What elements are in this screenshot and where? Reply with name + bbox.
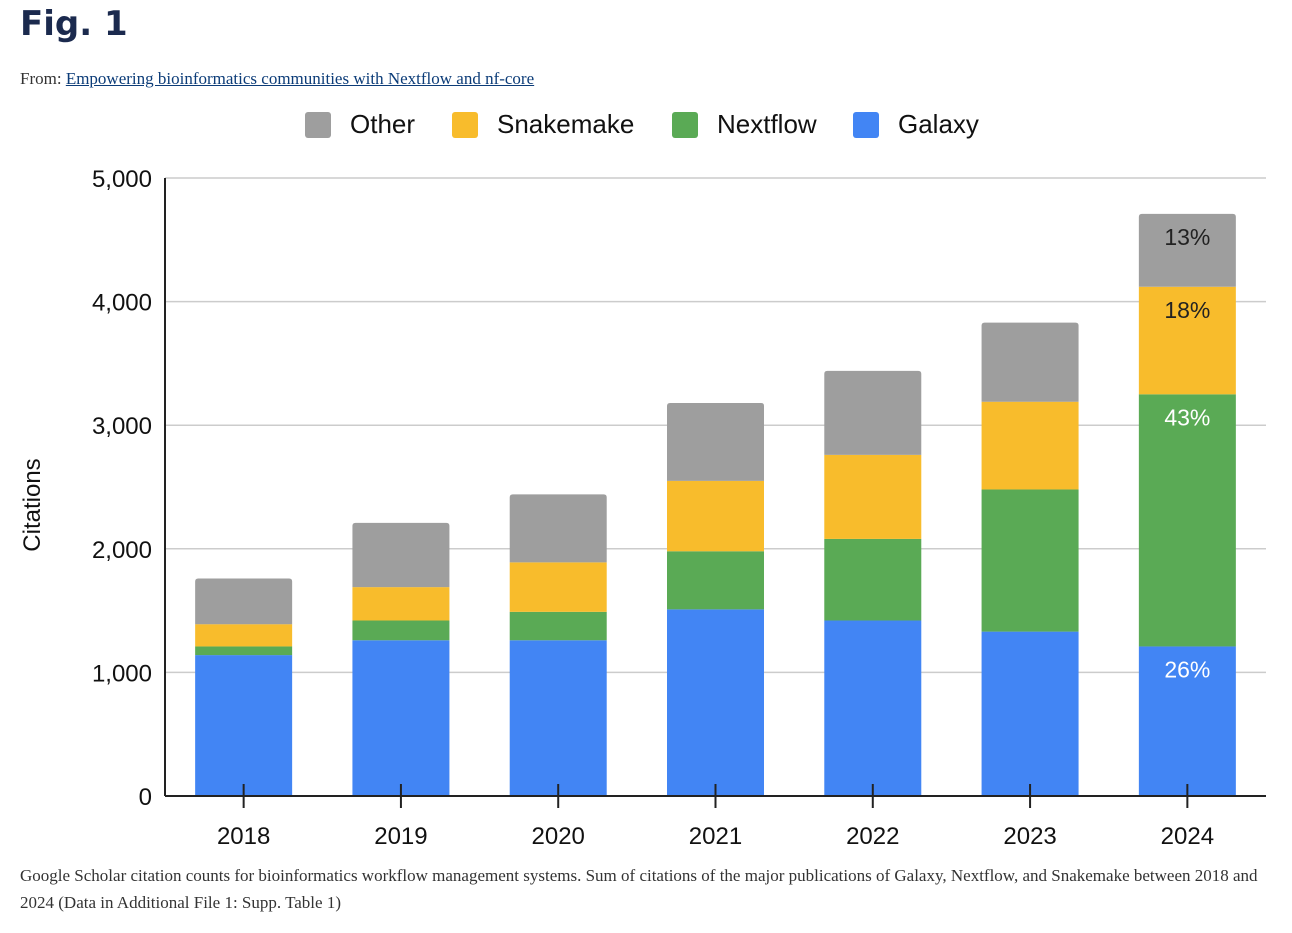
x-tick-label: 2018 bbox=[217, 823, 270, 850]
bar-galaxy-2020 bbox=[509, 640, 607, 796]
bar-nextflow-2023 bbox=[981, 489, 1079, 632]
legend-label-galaxy: Galaxy bbox=[898, 109, 979, 139]
legend-swatch-galaxy bbox=[853, 112, 879, 138]
bar-snakemake-2024 bbox=[1138, 286, 1236, 395]
bar-nextflow-2021 bbox=[667, 551, 764, 610]
legend-label-snakemake: Snakemake bbox=[497, 109, 634, 139]
bar-other-2023 bbox=[981, 322, 1079, 402]
data-label-galaxy-2024: 26% bbox=[1164, 656, 1210, 682]
figure-caption: Google Scholar citation counts for bioin… bbox=[20, 866, 1258, 912]
bar-galaxy-2024 bbox=[1138, 646, 1236, 796]
bar-galaxy-2019 bbox=[352, 640, 450, 796]
legend-swatch-nextflow bbox=[672, 112, 698, 138]
legend-label-other: Other bbox=[350, 109, 415, 139]
bar-galaxy-2018 bbox=[195, 655, 293, 796]
x-tick-label: 2023 bbox=[1003, 823, 1056, 850]
y-tick-label: 4,000 bbox=[92, 290, 152, 317]
x-tick-label: 2019 bbox=[374, 823, 427, 850]
bar-nextflow-2019 bbox=[352, 620, 450, 641]
bar-nextflow-2020 bbox=[509, 611, 607, 641]
bar-other-2019 bbox=[352, 522, 450, 588]
bar-other-2022 bbox=[824, 370, 922, 455]
x-tick-label: 2024 bbox=[1161, 823, 1214, 850]
data-label-snakemake-2024: 18% bbox=[1164, 297, 1210, 323]
x-tick-label: 2022 bbox=[846, 823, 899, 850]
y-axis-label: Citations bbox=[19, 458, 46, 551]
axes: 0 1,000 2,000 3,000 4,000 5,000 2018 2019 2020 20… bbox=[92, 166, 1266, 850]
x-tick-label: 2020 bbox=[532, 823, 585, 850]
y-tick-label: 0 bbox=[139, 784, 152, 811]
bar-other-2021 bbox=[667, 402, 764, 481]
x-tick-label: 2021 bbox=[689, 823, 742, 850]
data-labels: 26% 43% 18% 13% bbox=[1164, 224, 1210, 683]
data-label-nextflow-2024: 43% bbox=[1164, 404, 1210, 430]
bar-snakemake-2021 bbox=[667, 480, 764, 552]
source-line: From: Empowering bioinformatics communit… bbox=[20, 69, 534, 89]
legend: Other Snakemake Nextflow Galaxy bbox=[305, 109, 979, 139]
data-label-other-2024: 13% bbox=[1164, 224, 1210, 250]
bar-nextflow-2022 bbox=[824, 538, 922, 621]
legend-swatch-other bbox=[305, 112, 331, 138]
bar-snakemake-2023 bbox=[981, 401, 1079, 490]
legend-label-nextflow: Nextflow bbox=[717, 109, 817, 139]
bar-other-2024 bbox=[1138, 213, 1236, 287]
bars bbox=[195, 213, 1236, 796]
y-tick-label: 1,000 bbox=[92, 660, 152, 687]
bar-nextflow-2018 bbox=[195, 646, 293, 656]
y-tick-label: 3,000 bbox=[92, 413, 152, 440]
legend-swatch-snakemake bbox=[452, 112, 478, 138]
y-tick-label: 2,000 bbox=[92, 537, 152, 564]
bar-snakemake-2018 bbox=[195, 624, 293, 647]
bar-other-2018 bbox=[195, 578, 293, 625]
source-article-link[interactable]: Empowering bioinformatics communities wi… bbox=[65, 69, 535, 88]
bar-galaxy-2023 bbox=[981, 631, 1079, 796]
y-tick-label: 5,000 bbox=[92, 166, 152, 193]
bar-galaxy-2021 bbox=[667, 609, 764, 796]
figure-title: Fig. 1 bbox=[20, 4, 128, 44]
source-label: From: bbox=[20, 69, 62, 88]
bar-galaxy-2022 bbox=[824, 620, 922, 796]
bar-nextflow-2024 bbox=[1138, 394, 1236, 647]
bar-snakemake-2020 bbox=[509, 562, 607, 612]
bar-snakemake-2019 bbox=[352, 587, 450, 621]
bar-snakemake-2022 bbox=[824, 454, 922, 539]
bar-other-2020 bbox=[509, 494, 607, 563]
stacked-bar-chart: 0 1,000 2,000 3,000 4,000 5,000 2018 2019 2020 20… bbox=[19, 109, 1266, 850]
